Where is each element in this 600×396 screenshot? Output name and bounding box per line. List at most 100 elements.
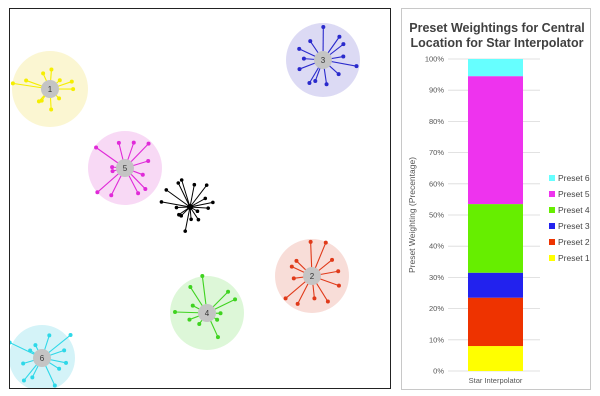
preset-point	[62, 348, 67, 353]
central-spoke	[181, 179, 191, 208]
central-point	[189, 217, 193, 222]
central-point	[164, 188, 169, 192]
bar-segment[interactable]	[468, 76, 523, 205]
legend-swatch	[549, 175, 555, 181]
preset-point	[69, 79, 74, 84]
preset-point	[200, 273, 205, 278]
bar-segment[interactable]	[468, 59, 523, 77]
preset-point	[63, 360, 68, 365]
preset-point	[173, 309, 178, 314]
preset-point	[197, 322, 202, 327]
central-point	[196, 217, 201, 222]
preset-point	[116, 140, 121, 145]
preset-point	[47, 333, 52, 338]
y-tick-label: 50%	[429, 211, 444, 220]
central-node[interactable]	[187, 204, 193, 210]
preset-cluster-1: 1	[10, 51, 88, 127]
preset-point	[95, 190, 100, 195]
preset-point	[336, 283, 341, 288]
preset-point	[337, 34, 342, 39]
central-spoke	[177, 182, 191, 208]
preset-point	[57, 96, 62, 101]
preset-node-label: 4	[205, 309, 210, 318]
central-location-star	[159, 178, 215, 233]
preset-point	[187, 317, 192, 322]
preset-point	[110, 165, 115, 170]
preset-point	[308, 239, 313, 244]
legend-swatch	[549, 239, 555, 245]
central-point	[203, 196, 208, 201]
preset-point	[324, 82, 329, 87]
preset-point	[297, 46, 302, 51]
preset-point	[146, 158, 151, 163]
central-spoke	[184, 206, 191, 232]
preset-map: 1 2 3 4 5 6	[10, 23, 360, 388]
y-axis-title: Preset Weighting (Precentage)	[407, 157, 417, 273]
legend-swatch	[549, 191, 555, 197]
preset-point	[33, 343, 38, 348]
preset-node[interactable]	[303, 267, 321, 285]
legend-label: Preset 3	[558, 221, 590, 231]
central-point	[211, 200, 215, 205]
central-point	[192, 182, 197, 187]
central-point	[159, 200, 164, 204]
central-point	[195, 209, 200, 214]
legend-label: Preset 1	[558, 253, 590, 263]
preset-point	[28, 348, 33, 353]
preset-point	[330, 257, 335, 262]
preset-point	[41, 71, 46, 76]
legend-swatch	[549, 207, 555, 213]
x-category-label: Star Interpolator	[469, 376, 523, 385]
preset-point	[307, 80, 312, 85]
preset-point	[110, 169, 115, 174]
y-tick-label: 100%	[425, 55, 445, 64]
preset-node[interactable]	[198, 304, 216, 322]
preset-point	[10, 81, 15, 86]
preset-cluster-4: 4	[170, 273, 244, 350]
preset-node[interactable]	[116, 159, 134, 177]
central-point	[204, 183, 209, 187]
preset-point	[218, 311, 223, 316]
y-tick-label: 40%	[429, 242, 444, 251]
preset-point	[289, 264, 294, 269]
preset-point	[21, 361, 26, 366]
legend-label: Preset 6	[558, 173, 590, 183]
preset-cluster-5: 5	[88, 131, 162, 205]
weighting-chart-panel: Preset Weightings for Central Location f…	[401, 8, 591, 390]
bar-segment[interactable]	[468, 204, 523, 273]
preset-point	[188, 285, 193, 290]
bar-segment[interactable]	[468, 297, 523, 347]
preset-point	[52, 383, 57, 388]
preset-node[interactable]	[33, 349, 51, 367]
preset-point	[341, 42, 346, 47]
preset-map-panel: 1 2 3 4 5 6	[9, 8, 391, 389]
preset-node[interactable]	[314, 51, 332, 69]
bar-segment[interactable]	[468, 272, 523, 298]
preset-point	[325, 299, 330, 304]
preset-point	[226, 289, 231, 294]
bar-segment[interactable]	[468, 346, 523, 371]
central-point	[177, 212, 181, 217]
preset-node[interactable]	[41, 80, 59, 98]
y-tick-label: 80%	[429, 117, 444, 126]
y-tick-label: 0%	[433, 367, 444, 376]
central-spoke	[189, 206, 209, 209]
preset-point	[336, 72, 341, 77]
central-spoke	[189, 184, 208, 208]
preset-point	[215, 335, 220, 340]
preset-point	[294, 258, 299, 263]
central-point	[176, 181, 181, 185]
preset-cluster-2: 2	[275, 239, 349, 313]
preset-point	[68, 333, 73, 338]
legend-label: Preset 2	[558, 237, 590, 247]
y-tick-label: 30%	[429, 273, 444, 282]
central-point	[206, 206, 210, 210]
preset-node-label: 6	[40, 354, 45, 363]
preset-point	[190, 303, 195, 308]
preset-point	[24, 78, 29, 83]
preset-point	[109, 193, 114, 198]
preset-node-label: 5	[123, 164, 128, 173]
preset-point	[341, 54, 346, 59]
preset-point	[301, 56, 306, 61]
preset-point	[215, 317, 220, 322]
